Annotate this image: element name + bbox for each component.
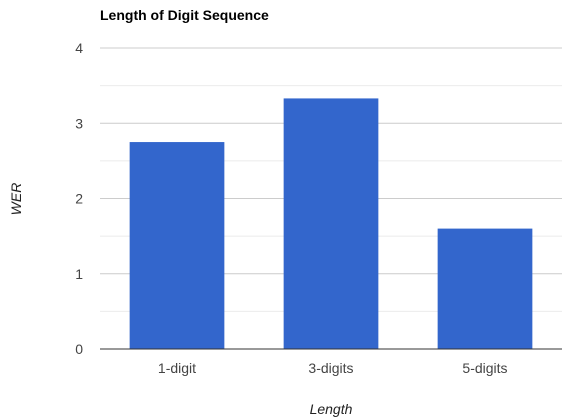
y-tick-label: 0 [75, 341, 83, 357]
bar-1-digit [129, 142, 225, 349]
y-axis-ticks: 0 1 2 3 4 [75, 40, 83, 357]
y-axis-title: WER [8, 183, 24, 216]
y-tick-label: 3 [75, 115, 83, 131]
y-tick-label: 4 [75, 40, 83, 56]
x-axis-title: Length [310, 401, 353, 417]
bar-3-digits [283, 98, 379, 349]
x-axis-ticks: 1-digit 3-digits 5-digits [158, 360, 508, 376]
y-tick-label: 1 [75, 266, 83, 282]
bar-5-digits [437, 228, 533, 349]
x-tick-label: 5-digits [462, 360, 507, 376]
x-tick-label: 1-digit [158, 360, 196, 376]
chart-title: Length of Digit Sequence [100, 7, 269, 23]
bars [129, 98, 533, 349]
x-tick-label: 3-digits [308, 360, 353, 376]
y-tick-label: 2 [75, 191, 83, 207]
